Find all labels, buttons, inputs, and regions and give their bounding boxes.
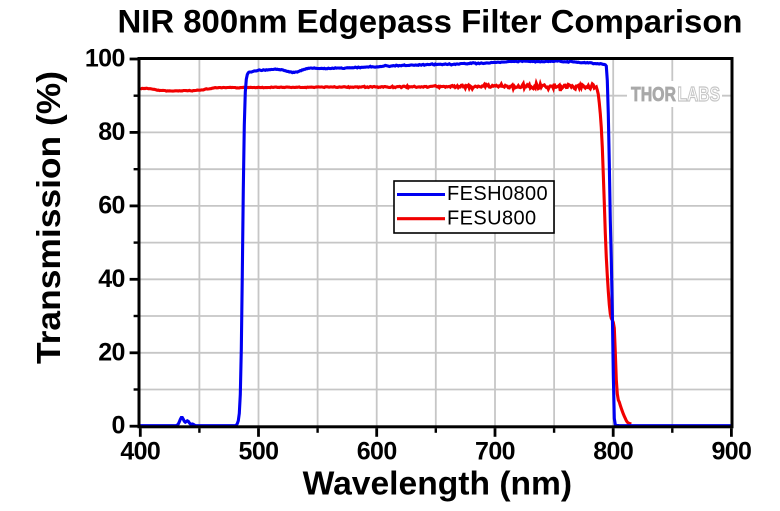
svg-text:60: 60: [98, 191, 125, 219]
svg-text:FESU800: FESU800: [447, 208, 537, 230]
svg-text:0: 0: [111, 412, 124, 440]
svg-text:NIR 800nm Edgepass Filter Comp: NIR 800nm Edgepass Filter Comparison: [118, 2, 743, 39]
svg-text:500: 500: [239, 438, 279, 466]
svg-text:80: 80: [98, 118, 125, 146]
svg-text:700: 700: [475, 438, 515, 466]
svg-text:FESH0800: FESH0800: [447, 183, 548, 205]
svg-text:40: 40: [98, 265, 125, 293]
svg-text:600: 600: [357, 438, 397, 466]
svg-text:800: 800: [593, 438, 633, 466]
svg-text:Transmission (%): Transmission (%): [30, 71, 67, 364]
svg-text:400: 400: [120, 438, 160, 466]
svg-text:900: 900: [711, 438, 751, 466]
svg-text:20: 20: [98, 338, 125, 366]
svg-text:LABS: LABS: [678, 83, 721, 106]
svg-text:THOR: THOR: [631, 83, 676, 106]
svg-text:Wavelength (nm): Wavelength (nm): [303, 465, 573, 502]
svg-text:100: 100: [85, 45, 125, 73]
